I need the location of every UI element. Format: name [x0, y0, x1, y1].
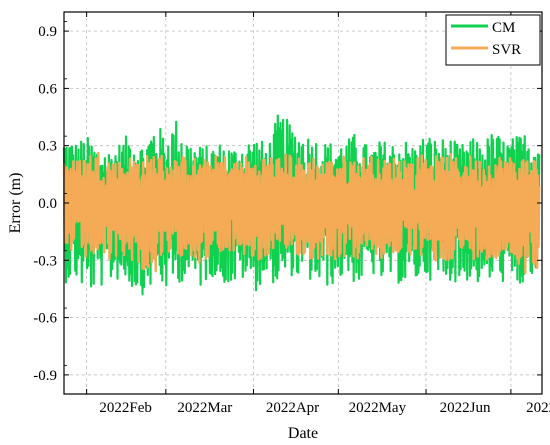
y-tick-label: 0.9	[38, 24, 57, 40]
legend-label-svr: SVR	[492, 42, 521, 58]
series-line-cm	[62, 114, 541, 296]
legend-box	[445, 14, 541, 66]
x-tick-label: 2022Feb	[99, 400, 152, 416]
x-tick-label: 2022Mar	[177, 400, 232, 416]
x-tick-label: 2022May	[349, 400, 407, 416]
x-tick-label: 2022Apr	[266, 400, 319, 416]
y-axis-label: Error (m)	[7, 173, 24, 234]
x-tick-label: 2022Jun	[440, 400, 491, 416]
series-layer	[62, 114, 541, 296]
y-tick-label: -0.9	[33, 368, 57, 384]
y-tick-label: 0.6	[38, 81, 57, 97]
y-tick-label: 0.0	[38, 196, 57, 212]
y-tick-label: -0.3	[33, 253, 57, 269]
y-tick-label: 0.3	[38, 139, 57, 155]
x-axis-label: Date	[288, 425, 318, 442]
series-line-svr	[62, 151, 541, 275]
legend-label-cm: CM	[492, 20, 515, 36]
x-tick-label: 2022Jul	[526, 400, 550, 416]
ticks: -0.9 -0.6 -0.3 0.0 0.3 0.6 0.9 2022Feb 2022Mar 20…	[33, 12, 550, 416]
legend: CM SVR	[445, 14, 541, 66]
y-tick-label: -0.6	[33, 311, 57, 327]
